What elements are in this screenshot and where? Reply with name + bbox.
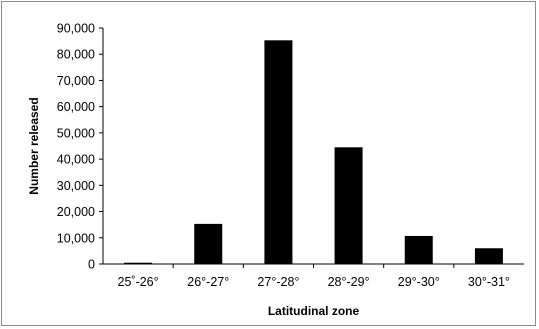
bars	[124, 40, 503, 264]
x-tick-label: 26°-27°	[187, 275, 229, 289]
y-tick-label: 10,000	[57, 231, 95, 245]
y-tick-label: 40,000	[57, 153, 95, 167]
x-tick-label: 28°-29°	[328, 275, 370, 289]
x-tick-label: 30°-31°	[468, 275, 510, 289]
y-tick-label: 70,000	[57, 74, 95, 88]
bar	[194, 223, 223, 264]
bar	[404, 235, 433, 264]
y-tick-label: 20,000	[57, 205, 95, 219]
y-axis-title: Number released	[27, 97, 41, 194]
bar	[334, 147, 363, 264]
y-tick-label: 90,000	[57, 22, 95, 36]
bar	[124, 262, 153, 264]
bar	[474, 248, 503, 264]
x-tick-label: 27°-28°	[257, 275, 299, 289]
y-tick-label: 30,000	[57, 179, 95, 193]
y-tick-label: 0	[88, 258, 95, 272]
y-tick-label: 80,000	[57, 48, 95, 62]
x-axis-ticks: 25˚-26° 26°-27° 27°-28° 28°-29° 29°-30° 30°-3…	[118, 264, 510, 289]
y-tick-label: 60,000	[57, 100, 95, 114]
x-axis-title: Latitudinal zone	[268, 304, 360, 318]
x-tick-label: 25˚-26°	[118, 275, 159, 289]
bar	[264, 40, 293, 264]
x-tick-label: 29°-30°	[398, 275, 440, 289]
y-tick-label: 50,000	[57, 126, 95, 140]
y-axis-ticks: 0 10,000 20,000 30,000 40,000 50,000 60,000 70,…	[57, 22, 103, 272]
